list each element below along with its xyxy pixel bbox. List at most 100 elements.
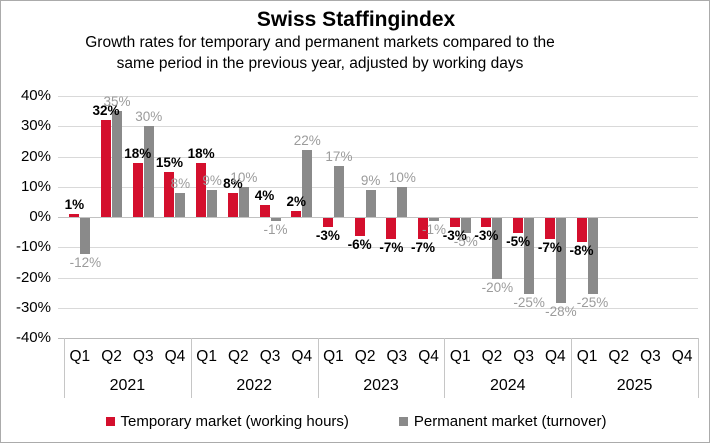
bar-label-permanent: -1% xyxy=(422,222,447,238)
legend-marker-permanent-icon xyxy=(398,416,408,426)
gridline xyxy=(58,338,698,339)
gridline xyxy=(58,186,698,188)
y-axis-tick-label: 40% xyxy=(20,87,51,104)
legend: Temporary market (working hours) Permane… xyxy=(1,408,709,434)
legend-item-permanent: Permanent market (turnover) xyxy=(398,412,607,430)
quarter-label: Q4 xyxy=(671,348,693,365)
quarter-label: Q3 xyxy=(386,348,408,365)
bar-permanent-market xyxy=(587,218,598,294)
bar-label-permanent: -25% xyxy=(513,294,545,310)
bar-permanent-market xyxy=(270,218,281,222)
bar-label-temporary: -3% xyxy=(474,228,499,244)
year-label: 2025 xyxy=(616,377,653,394)
bar-label-temporary: 8% xyxy=(223,175,243,191)
bar-label-temporary: 18% xyxy=(124,145,152,161)
bar-permanent-market xyxy=(429,218,440,222)
bar-permanent-market xyxy=(112,111,123,217)
gridline xyxy=(58,126,698,128)
bar-permanent-market xyxy=(207,189,218,217)
bar-permanent-market xyxy=(555,218,566,303)
bar-label-permanent: 30% xyxy=(135,109,163,125)
bar-permanent-market xyxy=(80,218,91,255)
y-axis-tick-label: -30% xyxy=(15,298,51,316)
legend-label-temporary: Temporary market (working hours) xyxy=(120,412,349,430)
bar-label-permanent: 9% xyxy=(202,172,222,188)
bar-temporary-market xyxy=(544,218,555,240)
quarter-label: Q1 xyxy=(323,348,344,365)
chart-subtitle: Growth rates for temporary and permanent… xyxy=(1,32,639,74)
year-divider xyxy=(698,338,699,398)
bar-label-permanent: 8% xyxy=(170,175,191,191)
bar-label-permanent: 10% xyxy=(230,169,258,185)
gridline xyxy=(58,96,698,97)
bar-temporary-market xyxy=(69,213,80,217)
quarter-label: Q2 xyxy=(608,348,630,365)
bar-label-permanent: -1% xyxy=(263,222,288,238)
y-axis-tick-label: 10% xyxy=(20,177,51,195)
bar-label-temporary: -7% xyxy=(537,240,562,256)
y-axis-tick-label: -40% xyxy=(15,329,51,346)
quarter-label: Q4 xyxy=(545,348,566,365)
bar-temporary-market xyxy=(227,192,238,217)
bar-label-temporary: 1% xyxy=(64,196,85,212)
year-divider xyxy=(571,338,572,398)
bar-label-permanent: -20% xyxy=(481,279,514,295)
y-axis-tick-label: -20% xyxy=(15,268,51,286)
year-label: 2024 xyxy=(489,377,526,394)
bar-temporary-market xyxy=(354,218,365,237)
bar-temporary-market xyxy=(291,210,302,217)
bar-permanent-market xyxy=(302,150,313,217)
bar-label-temporary: -5% xyxy=(506,234,531,250)
bar-label-permanent: -25% xyxy=(576,294,609,310)
bar-permanent-market xyxy=(397,186,408,217)
bar-label-permanent: -28% xyxy=(545,303,577,319)
bar-temporary-market xyxy=(322,218,333,228)
bar-permanent-market xyxy=(175,192,186,217)
bar-label-permanent: 17% xyxy=(325,148,353,164)
quarter-label: Q2 xyxy=(228,348,249,365)
bar-label-temporary: 18% xyxy=(187,145,215,161)
gridline xyxy=(58,247,698,249)
bar-temporary-market xyxy=(386,218,397,240)
year-divider xyxy=(444,338,445,398)
bar-label-permanent: 35% xyxy=(103,94,131,110)
bar-label-permanent: -12% xyxy=(69,255,102,271)
bar-temporary-market xyxy=(418,218,429,240)
quarter-label: Q1 xyxy=(449,348,471,365)
bar-label-permanent: 9% xyxy=(360,172,381,188)
y-axis-tick-label: -10% xyxy=(15,238,51,256)
bar-permanent-market xyxy=(365,189,376,217)
year-label: 2021 xyxy=(109,377,146,394)
quarter-label: Q3 xyxy=(513,348,534,365)
chart-subtitle-line-1: Growth rates for temporary and permanent… xyxy=(85,34,555,51)
bar-temporary-market xyxy=(132,162,143,217)
bar-permanent-market xyxy=(524,218,535,294)
legend-marker-temporary-icon xyxy=(105,416,115,426)
quarter-label: Q2 xyxy=(354,348,376,365)
bar-label-permanent: -5% xyxy=(453,234,478,250)
chart-subtitle-line-2: same period in the previous year, adjust… xyxy=(116,55,524,72)
bar-temporary-market xyxy=(196,162,207,217)
quarter-label: Q1 xyxy=(196,348,217,365)
bar-label-temporary: 15% xyxy=(155,154,183,170)
quarter-label: Q2 xyxy=(481,348,503,365)
bar-label-permanent: 10% xyxy=(388,169,416,185)
bar-label-temporary: -7% xyxy=(411,240,436,256)
bar-label-temporary: -3% xyxy=(442,228,467,244)
bar-label-temporary: -8% xyxy=(569,243,594,259)
year-label: 2023 xyxy=(363,377,399,394)
chart-title: Swiss Staffingindex xyxy=(256,8,456,31)
quarter-label: Q1 xyxy=(576,348,598,365)
bar-temporary-market xyxy=(101,120,112,217)
y-axis-tick-label: 30% xyxy=(20,117,51,135)
bar-temporary-market xyxy=(164,171,175,217)
gridline xyxy=(58,277,698,279)
legend-label-permanent: Permanent market (turnover) xyxy=(413,412,607,430)
year-label: 2022 xyxy=(236,377,272,394)
bar-label-temporary: 4% xyxy=(254,187,275,203)
bar-permanent-market xyxy=(460,218,471,234)
gridline xyxy=(58,217,698,218)
quarter-label: Q2 xyxy=(101,348,122,365)
legend-item-temporary: Temporary market (working hours) xyxy=(105,412,349,430)
